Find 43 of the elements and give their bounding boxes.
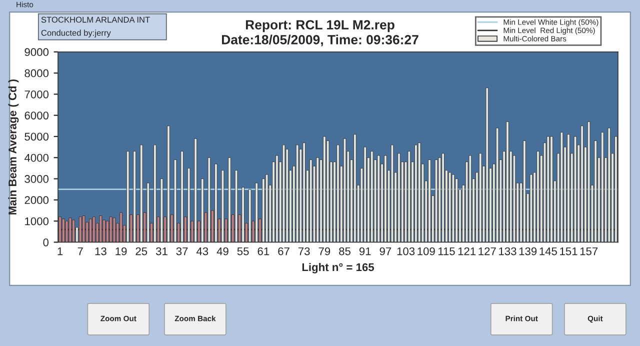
- x-tick-label: 7: [78, 247, 83, 256]
- x-tick-label: 133: [499, 247, 516, 256]
- x-tick-label: 97: [380, 247, 392, 256]
- x-tick-label: 37: [176, 247, 188, 256]
- y-tick-label: 8000: [24, 69, 49, 78]
- x-tick-label: 73: [298, 247, 310, 256]
- x-tick-label: 67: [278, 247, 290, 256]
- text: Conducted by:jerry: [41, 30, 111, 38]
- y-tick-label: 6000: [24, 112, 49, 120]
- x-tick-label: 19: [116, 247, 127, 256]
- x-tick-label: 91: [359, 247, 371, 256]
- x-tick-label: 103: [397, 247, 415, 256]
- chart-title: Report: RCL 19L M2.rep: [246, 20, 394, 32]
- y-tick-label: 7000: [24, 90, 49, 98]
- x-tick-label: 139: [519, 247, 537, 256]
- x-tick-label: 61: [258, 247, 270, 256]
- x-axis-title: Light n° = 165: [302, 262, 374, 274]
- x-tick-label: 115: [438, 247, 455, 256]
- y-tick-label: 4000: [24, 154, 49, 162]
- y-tick-label: 3000: [24, 175, 49, 183]
- x-tick-label: 31: [156, 247, 168, 256]
- y-tick-label: 0: [43, 238, 49, 246]
- y-tick-label: 2000: [24, 196, 49, 204]
- x-tick-label: 25: [136, 247, 148, 256]
- x-tick-label: 145: [540, 247, 557, 256]
- y-tick-label: 5000: [24, 132, 49, 141]
- x-tick-label: 43: [196, 247, 208, 256]
- x-tick-label: 13: [95, 247, 106, 256]
- y-tick-label: 9000: [24, 48, 49, 56]
- x-tick-label: 49: [216, 247, 228, 256]
- x-tick-label: 157: [580, 247, 598, 256]
- text: STOCKHOLM ARLANDA INT: [41, 16, 150, 23]
- x-tick-label: 85: [339, 247, 350, 256]
- y-axis-title: Main Beam Average ( Cd ): [8, 79, 19, 214]
- x-tick-label: 1: [58, 247, 63, 256]
- x-tick-label: 109: [418, 247, 435, 256]
- x-tick-label: 127: [478, 247, 496, 256]
- y-tick-label: 1000: [25, 217, 49, 226]
- x-tick-label: 79: [318, 247, 330, 256]
- x-tick-label: 55: [237, 247, 249, 256]
- x-tick-label: 121: [458, 247, 476, 256]
- chart-subtitle: Date:18/05/2009, Time: 09:36:27: [222, 34, 418, 46]
- x-tick-label: 151: [560, 247, 578, 256]
